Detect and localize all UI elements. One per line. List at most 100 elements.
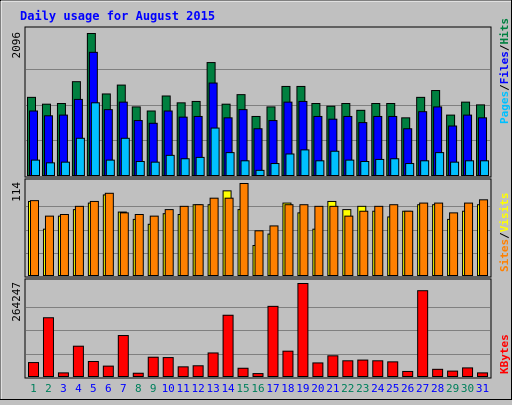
sites-bar (479, 199, 489, 277)
sites-visits-legend: Sites/Visits (498, 193, 511, 273)
day-label: 4 (75, 382, 82, 395)
kbytes-bar (342, 360, 354, 377)
sites-visits-bars (28, 183, 489, 277)
day-label: 14 (221, 382, 235, 395)
kbytes-bar (387, 361, 399, 378)
kbytes-bar (87, 360, 99, 377)
pages-bar (285, 153, 295, 176)
kbytes-scale-max-label: 264247 (10, 282, 23, 322)
kbytes-bar (447, 370, 459, 377)
day-label: 8 (135, 382, 142, 395)
visits-scale-max-label: 114 (10, 182, 23, 202)
sites-bar (239, 183, 249, 276)
legend-visits: Visits (498, 193, 511, 233)
kbytes-bar (28, 362, 39, 378)
sites-bar (434, 202, 444, 276)
pages-bar (270, 163, 280, 177)
sites-bar (374, 205, 384, 276)
pages-bar (135, 160, 145, 177)
kbytes-bar (462, 367, 474, 378)
pages-bar (165, 154, 175, 176)
pages-bar (465, 160, 475, 177)
kbytes-bar (237, 367, 249, 377)
day-label: 23 (356, 382, 369, 395)
kbytes-bar (297, 283, 309, 377)
day-label: 15 (236, 382, 249, 395)
sites-bar (179, 205, 189, 276)
kbytes-bar (327, 355, 339, 377)
sites-bar (74, 205, 84, 276)
day-label: 2 (45, 382, 52, 395)
day-label: 21 (326, 382, 339, 395)
kbytes-bar (192, 365, 204, 378)
sites-bar (194, 204, 204, 276)
kbytes-bar (147, 356, 159, 377)
hits-files-pages-legend: Pages/Files/Hits (498, 18, 511, 124)
sites-bar (284, 204, 294, 276)
day-label: 13 (206, 382, 219, 395)
kbytes-bars (28, 283, 489, 378)
kbytes-bar (162, 357, 174, 378)
pages-bar (240, 160, 250, 177)
sites-bar (464, 202, 474, 276)
hits-files-pages-bars (27, 33, 490, 177)
kbytes-bar (132, 372, 144, 377)
sites-bar (104, 192, 114, 276)
kbytes-gridlines (26, 307, 490, 355)
day-label: 26 (401, 382, 414, 395)
kbytes-bar (177, 366, 189, 377)
panel-sites-visits: 114 Sites/Visits (10, 178, 511, 278)
sites-bar (404, 210, 414, 277)
day-label: 6 (105, 382, 112, 395)
kbytes-bar (57, 372, 69, 378)
files-bar (253, 128, 263, 177)
pages-bar (375, 158, 385, 176)
pages-bar (105, 159, 115, 177)
sites-bar (299, 204, 309, 276)
panel-hits-files-pages: 2096 Pages/Files/Hits (10, 18, 511, 178)
pages-bar (31, 159, 40, 177)
day-label: 28 (431, 382, 444, 395)
pages-bar (210, 127, 220, 177)
kbytes-bar (372, 360, 384, 377)
day-label: 12 (192, 382, 205, 395)
kbytes-bar (357, 359, 369, 377)
day-label: 17 (266, 382, 279, 395)
sites-bar (119, 212, 129, 277)
pages-bar (75, 137, 85, 177)
day-label: 22 (341, 382, 354, 395)
pages-bar (330, 150, 340, 177)
kbytes-bar (312, 362, 324, 377)
sites-bar (149, 215, 159, 276)
day-label: 27 (416, 382, 429, 395)
sites-bar (344, 215, 354, 276)
pages-bar (420, 160, 430, 177)
day-label: 31 (476, 382, 489, 395)
pages-bar (300, 149, 310, 177)
sites-bar (419, 202, 429, 276)
day-label: 1 (30, 382, 37, 395)
pages-bar (255, 169, 265, 176)
pages-bar (195, 156, 205, 176)
pages-bar (225, 152, 235, 177)
pages-bar (405, 163, 415, 177)
sites-bar (134, 214, 144, 276)
pages-bar (150, 161, 160, 177)
kbytes-bar (267, 305, 279, 377)
kbytes-bar (282, 350, 294, 378)
day-label: 24 (371, 382, 385, 395)
sites-bar (269, 225, 279, 276)
pages-bar (60, 161, 70, 177)
day-label: 25 (386, 382, 399, 395)
sites-bar (254, 230, 264, 277)
legend-pages: Pages (498, 91, 511, 124)
sites-bar (449, 212, 459, 277)
legend-sep-1: / (498, 84, 511, 91)
legend-sep-2: / (498, 44, 511, 51)
pages-bar (120, 137, 130, 177)
day-label: 30 (461, 382, 474, 395)
panel-kbytes-frame (24, 278, 492, 379)
day-labels: 1 2 3 4 5 6 7 8 9 10 11 12 13 14 15 16 17 18 19 20 21 22 23 24 2… (30, 382, 489, 395)
